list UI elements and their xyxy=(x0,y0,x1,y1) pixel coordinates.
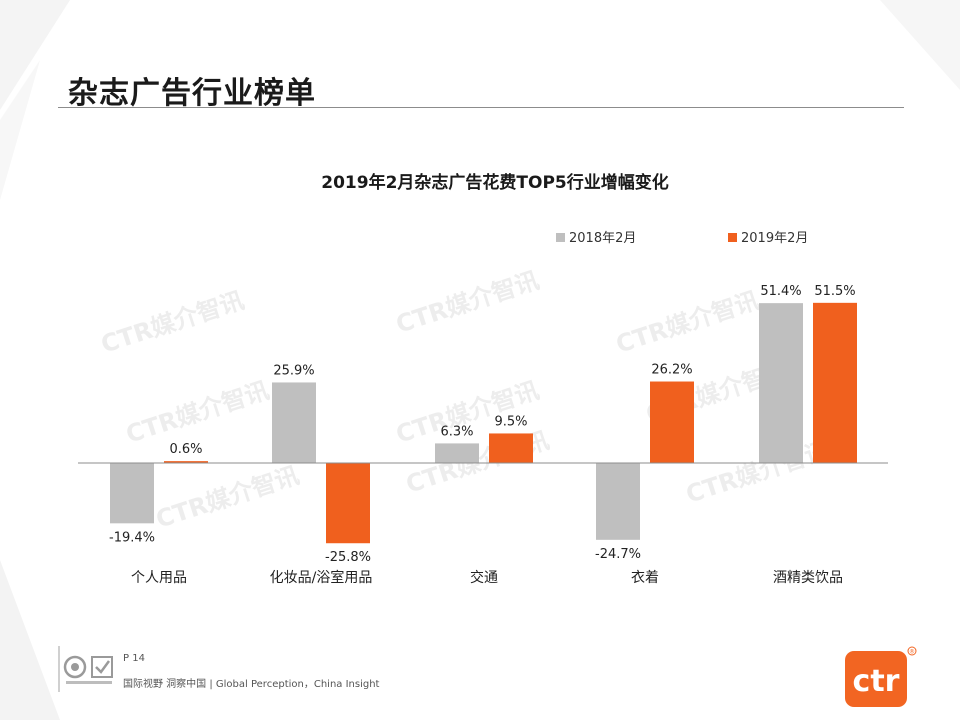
bar-2018-5 xyxy=(759,303,803,463)
title-divider xyxy=(58,107,904,108)
watermark-text: CTR媒介智讯 xyxy=(153,461,303,534)
legend-swatch-2018 xyxy=(556,233,565,242)
watermark-layer: CTR媒介智讯 CTR媒介智讯 CTR媒介智讯 CTR媒介智讯 CTR媒介智讯 CTR媒介… xyxy=(98,266,833,534)
watermark-text: CTR媒介智讯 xyxy=(98,286,248,359)
legend-label-2019: 2019年2月 xyxy=(741,231,808,246)
page-number: P 14 xyxy=(123,653,145,664)
data-label-2018-3: 6.3% xyxy=(440,424,473,439)
data-label-2019-1: 0.6% xyxy=(169,442,202,457)
legend: 2018年2月 2019年2月 xyxy=(556,231,808,246)
labels-layer: -19.4% 0.6% 个人用品 25.9% -25.8% 化妆品/浴室用品 6.3% 9.5… xyxy=(109,284,856,586)
bar-2019-5 xyxy=(813,302,857,463)
data-label-2018-2: 25.9% xyxy=(273,363,314,378)
data-label-2019-4: 26.2% xyxy=(651,363,692,378)
ctr-logo: ctr ® xyxy=(845,646,917,707)
certification-badges xyxy=(63,655,113,684)
bar-2018-4 xyxy=(596,463,640,540)
page-title: 杂志广告行业榜单 xyxy=(68,76,316,111)
logo-text: ctr xyxy=(853,664,900,699)
watermark-text: CTR媒介智讯 xyxy=(683,436,833,509)
watermark-text: CTR媒介智讯 xyxy=(613,286,763,359)
data-label-2018-5: 51.4% xyxy=(760,284,801,299)
category-label-1: 个人用品 xyxy=(131,570,187,586)
logo-registered-mark: ® xyxy=(909,649,915,656)
bar-2019-1 xyxy=(164,461,208,463)
category-label-2: 化妆品/浴室用品 xyxy=(270,569,373,586)
watermark-text: CTR媒介智讯 xyxy=(393,266,543,339)
data-label-2019-5: 51.5% xyxy=(814,284,855,299)
data-label-2018-1: -19.4% xyxy=(109,530,155,545)
data-label-2019-2: -25.8% xyxy=(325,550,371,565)
bar-2018-2 xyxy=(272,382,316,463)
bars-layer xyxy=(110,302,857,544)
bar-2018-3 xyxy=(435,443,479,463)
category-label-5: 酒精类饮品 xyxy=(773,570,843,586)
data-label-2019-3: 9.5% xyxy=(494,414,527,429)
data-label-2018-4: -24.7% xyxy=(595,547,641,562)
footer-divider xyxy=(58,646,60,692)
legend-swatch-2019 xyxy=(728,233,737,242)
bar-2018-1 xyxy=(110,463,154,524)
bar-2019-4 xyxy=(650,381,694,463)
watermark-text: CTR媒介智讯 xyxy=(123,376,273,449)
legend-label-2018: 2018年2月 xyxy=(569,231,636,246)
bar-chart: CTR媒介智讯 CTR媒介智讯 CTR媒介智讯 CTR媒介智讯 CTR媒介智讯 CTR媒介… xyxy=(78,172,888,586)
category-label-4: 衣着 xyxy=(631,570,659,586)
bar-2019-3 xyxy=(489,433,533,463)
bar-2019-2 xyxy=(326,463,370,544)
chart-title: 2019年2月杂志广告花费TOP5行业增幅变化 xyxy=(321,172,668,193)
footer-tagline: 国际视野 洞察中国 | Global Perception，China Insi… xyxy=(123,679,380,690)
category-label-3: 交通 xyxy=(470,569,498,586)
